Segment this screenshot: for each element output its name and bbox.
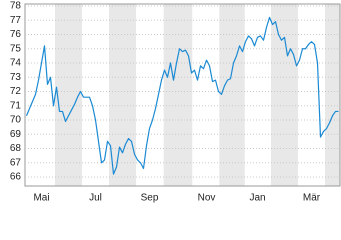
- month-band: [271, 4, 298, 186]
- month-bands: [55, 4, 340, 186]
- y-tick-label: 77: [10, 15, 22, 26]
- y-tick-label: 76: [10, 29, 22, 40]
- month-band: [219, 4, 245, 186]
- y-tick-label: 70: [10, 115, 22, 126]
- month-band: [325, 4, 340, 186]
- month-band: [163, 4, 193, 186]
- price-line: [25, 16, 339, 175]
- y-tick-label: 71: [10, 100, 22, 111]
- x-tick-label: Mai: [33, 193, 49, 204]
- y-tick-label: 74: [10, 58, 22, 69]
- y-tick-label: 66: [10, 172, 22, 183]
- month-band: [109, 4, 136, 186]
- chart: 66 67 68 69 70 71 72 73 74 75 76 77 78 Mai Jul Sep Nov Ja…: [10, 1, 341, 204]
- y-tick-label: 68: [10, 143, 22, 154]
- y-tick-label: 78: [10, 1, 22, 12]
- y-tick-label: 75: [10, 43, 22, 54]
- x-tick-label: Nov: [198, 193, 216, 204]
- y-tick-label: 67: [10, 157, 22, 168]
- y-tick-label: 73: [10, 72, 22, 83]
- x-tick-label: Mär: [303, 193, 321, 204]
- x-tick-label: Sep: [141, 193, 159, 204]
- x-tick-label: Jul: [89, 193, 102, 204]
- y-tick-label: 72: [10, 86, 22, 97]
- y-tick-label: 69: [10, 129, 22, 140]
- month-band: [55, 4, 82, 186]
- x-tick-label: Jan: [249, 193, 265, 204]
- plot-frame: [24, 3, 341, 187]
